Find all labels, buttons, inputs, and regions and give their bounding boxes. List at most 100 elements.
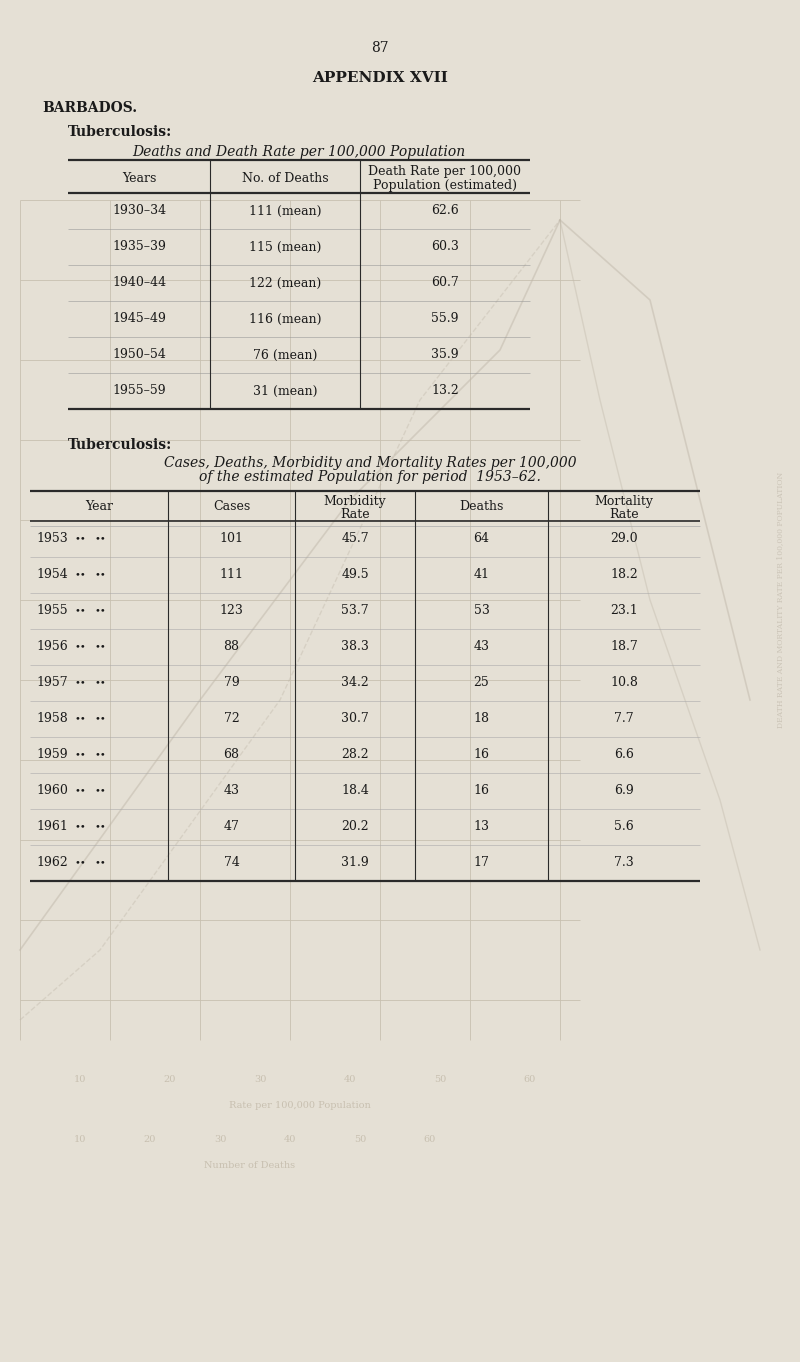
Text: ••: •• xyxy=(74,643,86,651)
Text: 111: 111 xyxy=(219,568,243,582)
Text: BARBADOS.: BARBADOS. xyxy=(42,101,137,114)
Text: 10: 10 xyxy=(74,1076,86,1084)
Text: 18: 18 xyxy=(474,712,490,726)
Text: ••: •• xyxy=(94,534,106,543)
Text: ••: •• xyxy=(74,606,86,616)
Text: 5.6: 5.6 xyxy=(614,820,634,834)
Text: Rate: Rate xyxy=(609,508,639,520)
Text: 31 (mean): 31 (mean) xyxy=(253,384,318,398)
Text: Mortality: Mortality xyxy=(594,496,654,508)
Text: ••: •• xyxy=(74,786,86,795)
Text: 10.8: 10.8 xyxy=(610,677,638,689)
Text: 76 (mean): 76 (mean) xyxy=(253,349,317,361)
Text: Rate: Rate xyxy=(340,508,370,520)
Text: 31.9: 31.9 xyxy=(341,857,369,869)
Text: 101: 101 xyxy=(219,533,243,546)
Text: 1940–44: 1940–44 xyxy=(112,276,166,290)
Text: Cases, Deaths, Morbidity and Mortality Rates per 100,000: Cases, Deaths, Morbidity and Mortality R… xyxy=(164,456,576,470)
Text: 40: 40 xyxy=(344,1076,356,1084)
Text: 20: 20 xyxy=(144,1136,156,1144)
Text: 115 (mean): 115 (mean) xyxy=(249,241,321,253)
Text: 74: 74 xyxy=(223,857,239,869)
Text: 6.9: 6.9 xyxy=(614,785,634,798)
Text: 88: 88 xyxy=(223,640,239,654)
Text: 1930–34: 1930–34 xyxy=(112,204,166,218)
Text: 25: 25 xyxy=(474,677,490,689)
Text: 18.2: 18.2 xyxy=(610,568,638,582)
Text: 1953: 1953 xyxy=(36,533,68,546)
Text: No. of Deaths: No. of Deaths xyxy=(242,172,328,184)
Text: Death Rate per 100,000: Death Rate per 100,000 xyxy=(369,166,522,178)
Text: 43: 43 xyxy=(223,785,239,798)
Text: ••: •• xyxy=(94,858,106,868)
Text: 30: 30 xyxy=(254,1076,266,1084)
Text: Tuberculosis:: Tuberculosis: xyxy=(68,439,172,452)
Text: ••: •• xyxy=(94,786,106,795)
Text: 123: 123 xyxy=(219,605,243,617)
Text: 1961: 1961 xyxy=(36,820,68,834)
Text: ••: •• xyxy=(74,858,86,868)
Text: 30.7: 30.7 xyxy=(341,712,369,726)
Text: ••: •• xyxy=(94,678,106,688)
Text: ••: •• xyxy=(94,715,106,723)
Text: 62.6: 62.6 xyxy=(431,204,459,218)
Text: 1954: 1954 xyxy=(36,568,68,582)
Text: 23.1: 23.1 xyxy=(610,605,638,617)
Text: ••: •• xyxy=(74,571,86,579)
Text: Cases: Cases xyxy=(213,500,250,513)
Text: of the estimated Population for period  1953–62.: of the estimated Population for period 1… xyxy=(199,470,541,484)
Text: ••: •• xyxy=(94,606,106,616)
Text: 47: 47 xyxy=(223,820,239,834)
Text: 7.7: 7.7 xyxy=(614,712,634,726)
Text: 1960: 1960 xyxy=(36,785,68,798)
Text: ••: •• xyxy=(74,750,86,760)
Text: 111 (mean): 111 (mean) xyxy=(249,204,322,218)
Text: 18.7: 18.7 xyxy=(610,640,638,654)
Text: Morbidity: Morbidity xyxy=(324,496,386,508)
Text: Tuberculosis:: Tuberculosis: xyxy=(68,125,172,139)
Text: 79: 79 xyxy=(224,677,239,689)
Text: 34.2: 34.2 xyxy=(341,677,369,689)
Text: Rate per 100,000 Population: Rate per 100,000 Population xyxy=(229,1100,371,1110)
Text: APPENDIX XVII: APPENDIX XVII xyxy=(312,71,448,84)
Text: 10: 10 xyxy=(74,1136,86,1144)
Text: Years: Years xyxy=(122,172,156,184)
Text: 1958: 1958 xyxy=(36,712,68,726)
Text: 20.2: 20.2 xyxy=(341,820,369,834)
Text: ••: •• xyxy=(94,750,106,760)
Text: 28.2: 28.2 xyxy=(341,749,369,761)
Text: 1955–59: 1955–59 xyxy=(112,384,166,398)
Text: 72: 72 xyxy=(224,712,239,726)
Text: 1962: 1962 xyxy=(36,857,68,869)
Text: Year: Year xyxy=(85,500,113,513)
Text: 50: 50 xyxy=(354,1136,366,1144)
Text: 20: 20 xyxy=(164,1076,176,1084)
Text: 1955: 1955 xyxy=(36,605,68,617)
Text: 55.9: 55.9 xyxy=(431,312,458,326)
Text: ••: •• xyxy=(94,643,106,651)
Text: 18.4: 18.4 xyxy=(341,785,369,798)
Text: 7.3: 7.3 xyxy=(614,857,634,869)
Text: 40: 40 xyxy=(284,1136,296,1144)
Text: 38.3: 38.3 xyxy=(341,640,369,654)
Text: Population (estimated): Population (estimated) xyxy=(373,178,517,192)
Text: 13: 13 xyxy=(474,820,490,834)
Text: ••: •• xyxy=(74,823,86,831)
Text: 50: 50 xyxy=(434,1076,446,1084)
Text: 29.0: 29.0 xyxy=(610,533,638,546)
Text: 53.7: 53.7 xyxy=(341,605,369,617)
Text: ••: •• xyxy=(94,571,106,579)
Text: Deaths: Deaths xyxy=(459,500,504,513)
Text: 60: 60 xyxy=(424,1136,436,1144)
Text: Number of Deaths: Number of Deaths xyxy=(205,1160,295,1170)
Text: ••: •• xyxy=(74,715,86,723)
Text: 1959: 1959 xyxy=(36,749,68,761)
Text: 41: 41 xyxy=(474,568,490,582)
Text: Deaths and Death Rate per 100,000 Population: Deaths and Death Rate per 100,000 Popula… xyxy=(133,144,466,159)
Text: ••: •• xyxy=(74,534,86,543)
Text: DEATH RATE AND MORTALITY RATE PER 100,000 POPULATION: DEATH RATE AND MORTALITY RATE PER 100,00… xyxy=(776,471,784,729)
Text: 122 (mean): 122 (mean) xyxy=(249,276,321,290)
Text: 6.6: 6.6 xyxy=(614,749,634,761)
Text: 60.7: 60.7 xyxy=(431,276,459,290)
Text: 30: 30 xyxy=(214,1136,226,1144)
